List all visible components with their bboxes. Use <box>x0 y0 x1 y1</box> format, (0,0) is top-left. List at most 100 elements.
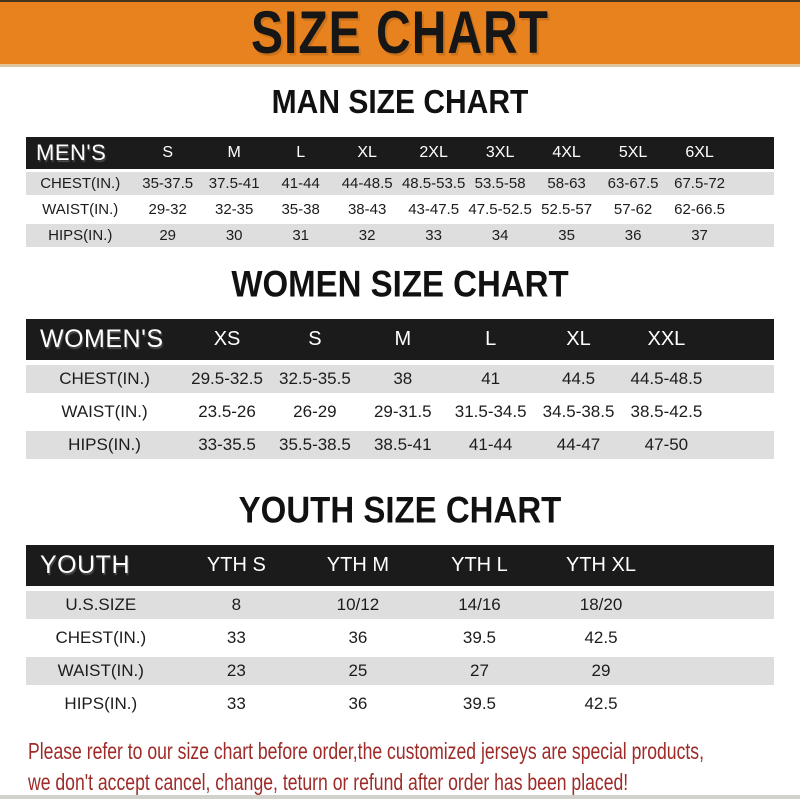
disclaimer-line-2: we don't accept cancel, change, teturn o… <box>28 769 629 796</box>
table-header-row: MEN'S S M L XL 2XL 3XL 4XL 5XL 6XL <box>26 137 774 169</box>
size-column-header: XL <box>534 319 623 360</box>
size-cell: 31 <box>267 224 334 247</box>
row-spacer <box>661 657 774 685</box>
size-cell: 25 <box>297 657 419 685</box>
row-spacer <box>710 431 774 459</box>
size-cell: 67.5-72 <box>666 172 733 195</box>
size-cell: 34 <box>466 224 534 247</box>
size-cell: 36 <box>348 694 368 713</box>
row-spacer <box>733 198 774 221</box>
size-column-header: 4XL <box>533 137 600 169</box>
youth-table-wrap: YOUTH YTH S YTH M YTH L YTH XL U.S.SIZE 8 10/12… <box>0 540 800 723</box>
table-row: WAIST(IN.) 23.5-26 26-29 29-31.5 31.5-34.5 34… <box>26 398 774 426</box>
women-section-title: WOMEN SIZE CHART <box>231 262 569 305</box>
size-column-header: M <box>200 137 268 169</box>
size-cell: 43-47.5 <box>408 201 460 218</box>
header-spacer <box>732 137 774 169</box>
size-cell: 35.5-38.5 <box>270 431 359 459</box>
row-spacer <box>732 224 774 247</box>
size-cell: 34.5-38.5 <box>542 402 615 421</box>
size-cell: 38.5-41 <box>358 431 447 459</box>
size-cell: 42.5 <box>584 628 618 647</box>
men-section-title: MAN SIZE CHART <box>271 83 529 121</box>
size-column-header: YTH XL <box>540 545 662 586</box>
size-cell: 10/12 <box>297 591 419 619</box>
table-header-label: YOUTH <box>26 545 176 586</box>
youth-size-table: YOUTH YTH S YTH M YTH L YTH XL U.S.SIZE 8 10/12… <box>26 540 774 723</box>
size-cell: 44.5-48.5 <box>622 365 711 393</box>
size-column-header: 5XL <box>599 137 667 169</box>
size-cell: 33 <box>226 628 246 647</box>
size-cell: 41-44 <box>446 431 535 459</box>
size-cell: 38-43 <box>347 201 387 218</box>
size-column-header: XXL <box>622 319 711 360</box>
size-cell: 58-63 <box>533 172 600 195</box>
size-cell: 48.5-53.5 <box>400 172 467 195</box>
row-spacer <box>662 624 774 652</box>
size-cell: 33-35.5 <box>183 431 271 459</box>
row-spacer <box>661 591 774 619</box>
size-cell: 26-29 <box>293 402 337 421</box>
table-row: CHEST(IN.) 33 36 39.5 42.5 <box>26 624 774 652</box>
size-cell: 44-47 <box>534 431 623 459</box>
size-column-header: M <box>358 319 447 360</box>
size-cell: 47.5-52.5 <box>468 201 532 218</box>
size-cell: 38 <box>358 365 447 393</box>
size-cell: 14/16 <box>418 591 541 619</box>
size-cell: 35 <box>533 224 600 247</box>
banner: SIZE CHART <box>0 0 800 67</box>
women-size-table: WOMEN'S XS S M L XL XXL CHEST(IN.) 29.5-32.5 32.5… <box>26 314 774 464</box>
size-cell: 37.5-41 <box>200 172 268 195</box>
size-cell: 30 <box>200 224 268 247</box>
size-column-header: YTH M <box>297 545 419 586</box>
size-cell: 39.5 <box>462 694 496 713</box>
disclaimer-line-1: Please refer to our size chart before or… <box>28 738 704 765</box>
table-header-row: YOUTH YTH S YTH M YTH L YTH XL <box>26 545 774 586</box>
row-label: WAIST(IN.) <box>61 402 148 421</box>
size-cell: 35-37.5 <box>134 172 201 195</box>
size-column-header: S <box>134 137 201 169</box>
size-cell: 33 <box>400 224 467 247</box>
table-header-row: WOMEN'S XS S M L XL XXL <box>26 319 774 360</box>
men-size-table: MEN'S S M L XL 2XL 3XL 4XL 5XL 6XL CHEST(IN.) 35-37… <box>26 134 774 250</box>
size-cell: 31.5-34.5 <box>454 402 527 421</box>
size-cell: 53.5-58 <box>466 172 534 195</box>
size-cell: 32-35 <box>214 201 254 218</box>
row-spacer <box>662 690 774 718</box>
table-header-label: WOMEN'S <box>26 319 184 360</box>
size-column-header: YTH S <box>175 545 298 586</box>
header-spacer <box>710 319 774 360</box>
size-cell: 23.5-26 <box>198 402 256 421</box>
row-label: HIPS(IN.) <box>64 694 138 713</box>
size-cell: 35-38 <box>281 201 320 218</box>
women-table-wrap: WOMEN'S XS S M L XL XXL CHEST(IN.) 29.5-32.5 32.5… <box>0 314 800 464</box>
size-cell: 57-62 <box>613 201 653 218</box>
size-cell: 29-32 <box>148 201 187 218</box>
size-cell: 42.5 <box>584 694 618 713</box>
size-cell: 29 <box>540 657 662 685</box>
table-row: HIPS(IN.) 29 30 31 32 33 34 35 36 37 <box>26 224 774 247</box>
header-spacer <box>661 545 774 586</box>
row-spacer <box>710 398 774 426</box>
size-cell: 32.5-35.5 <box>270 365 359 393</box>
size-cell: 41 <box>446 365 535 393</box>
size-cell: 36 <box>599 224 667 247</box>
youth-section-title: YOUTH SIZE CHART <box>238 488 562 531</box>
size-column-header: YTH L <box>418 545 541 586</box>
row-spacer <box>710 365 774 393</box>
size-cell: 41-44 <box>267 172 334 195</box>
size-column-header: L <box>446 319 535 360</box>
size-cell: 8 <box>175 591 298 619</box>
size-cell: 39.5 <box>462 628 496 647</box>
table-row: HIPS(IN.) 33-35.5 35.5-38.5 38.5-41 41-44 44-… <box>26 431 774 459</box>
size-cell: 29 <box>134 224 201 247</box>
size-column-header: XS <box>183 319 271 360</box>
size-cell: 38.5-42.5 <box>630 402 703 421</box>
row-label: U.S.SIZE <box>26 591 176 619</box>
size-column-header: 2XL <box>400 137 467 169</box>
size-cell: 18/20 <box>540 591 662 619</box>
row-spacer <box>732 172 774 195</box>
size-cell: 47-50 <box>622 431 711 459</box>
table-row: CHEST(IN.) 29.5-32.5 32.5-35.5 38 41 44.5 44.5… <box>26 365 774 393</box>
